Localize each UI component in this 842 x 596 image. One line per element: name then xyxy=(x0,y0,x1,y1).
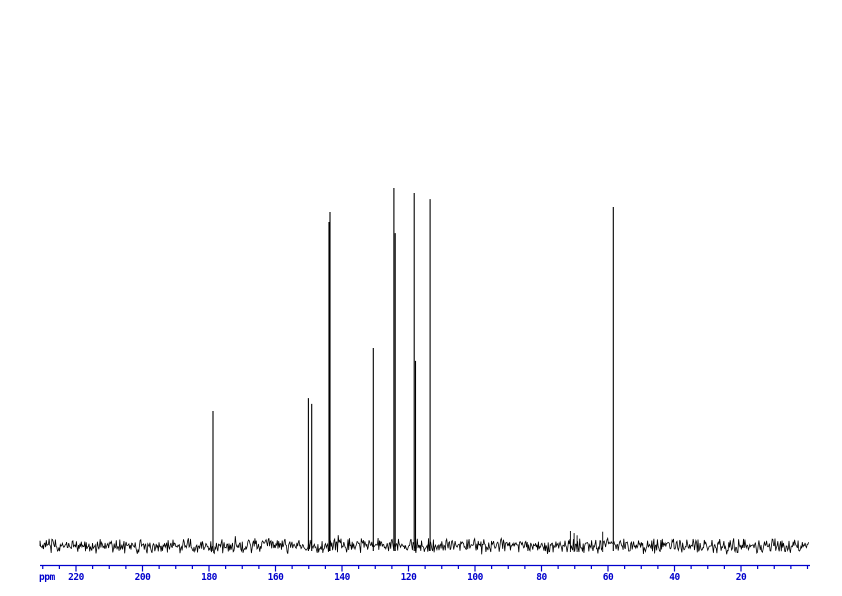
spectrum-trace xyxy=(39,188,809,555)
axis-tick-label: 160 xyxy=(268,572,284,583)
axis-tick-label: 40 xyxy=(669,572,680,583)
baseline-noise xyxy=(39,535,809,555)
ppm-axis: 220 200 180 160 140 120 100 80 60 40 20 ppm xyxy=(39,564,810,583)
axis-tick-label: 80 xyxy=(536,572,547,583)
axis-tick-label: 200 xyxy=(135,572,151,583)
axis-tick-label: 100 xyxy=(467,572,483,583)
axis-unit-label: ppm xyxy=(39,572,55,583)
axis-tick-label: 180 xyxy=(201,572,217,583)
axis-tick-label: 60 xyxy=(603,572,614,583)
axis-tick-label: 140 xyxy=(334,572,350,583)
axis-tick-label: 20 xyxy=(736,572,747,583)
axis-tick-label: 120 xyxy=(401,572,417,583)
axis-tick-label: 220 xyxy=(68,572,84,583)
